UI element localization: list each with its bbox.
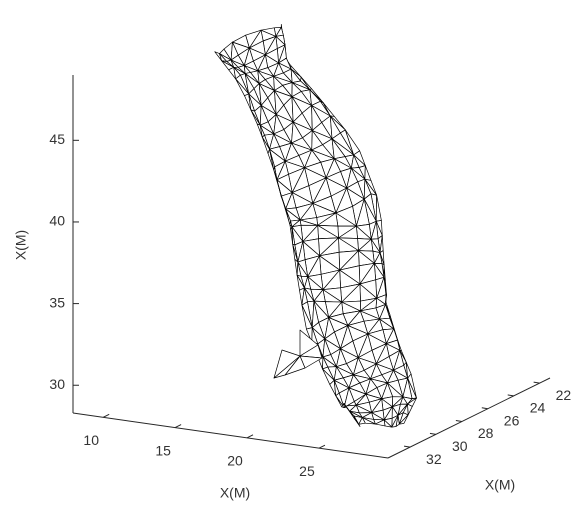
- y-tick: [482, 408, 488, 409]
- x-tick-label: 10: [83, 432, 99, 448]
- y-tick-label: 26: [504, 412, 520, 428]
- x-tick: [319, 445, 325, 448]
- y-axis-label: X(M): [485, 477, 515, 493]
- z-tick-label: 45: [49, 131, 65, 147]
- mesh-surface: [215, 24, 417, 427]
- y-tick: [508, 395, 514, 396]
- y-tick: [430, 433, 436, 434]
- chart: X(M) X(M) X(M) 30 35 40 45 10 15 20 25 22 24 26 28 3…: [0, 0, 573, 508]
- y-tick: [404, 446, 410, 447]
- x-axis-line: [73, 413, 388, 458]
- x-tick: [247, 435, 253, 438]
- mesh-face: [376, 195, 381, 221]
- mesh-face: [365, 166, 371, 181]
- x-tick-label: 15: [155, 442, 171, 458]
- z-tick-label: 40: [49, 213, 65, 229]
- y-tick-label: 32: [426, 451, 442, 467]
- z-axis-label: X(M): [13, 230, 29, 260]
- x-axis-label: X(M): [220, 485, 250, 501]
- x-tick-label: 25: [299, 463, 315, 479]
- y-tick-label: 22: [556, 387, 572, 403]
- y-tick-label: 24: [530, 400, 546, 416]
- y-tick-label: 28: [478, 425, 494, 441]
- y-tick: [534, 382, 540, 383]
- y-tick: [456, 421, 462, 422]
- z-tick-label: 35: [49, 294, 65, 310]
- x-tick: [103, 414, 109, 417]
- x-tick-label: 20: [227, 453, 243, 469]
- x-tick: [175, 425, 181, 428]
- y-tick-label: 30: [452, 438, 468, 454]
- z-tick-label: 30: [49, 376, 65, 392]
